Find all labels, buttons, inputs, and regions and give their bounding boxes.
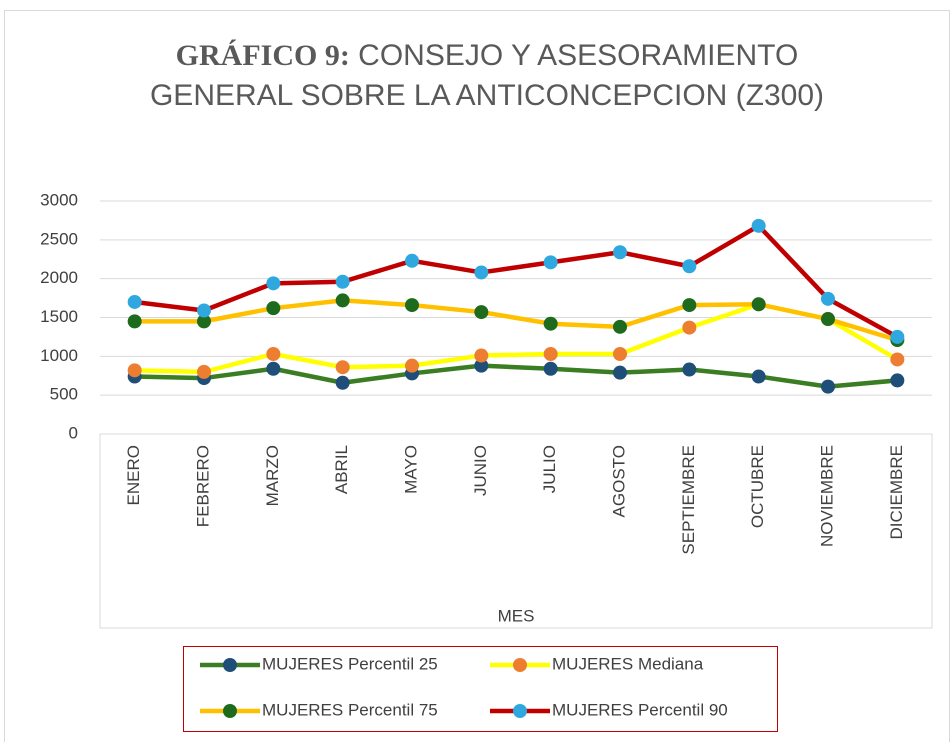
y-tick-label: 500: [50, 385, 78, 404]
series-line: [134, 223, 899, 339]
legend-label: MUJERES Mediana: [552, 654, 704, 673]
data-point: [474, 305, 489, 320]
x-tick-label: DICIEMBRE: [887, 445, 906, 539]
y-tick-label: 1000: [40, 346, 78, 365]
data-point: [890, 352, 905, 367]
data-point: [543, 347, 558, 362]
x-tick-label: JULIO: [540, 445, 559, 493]
data-point: [127, 363, 142, 378]
data-point: [266, 361, 281, 376]
data-point: [127, 314, 142, 329]
data-point: [543, 255, 558, 270]
data-point: [613, 319, 627, 334]
data-point: [335, 375, 350, 390]
chart-frame: [4, 10, 950, 742]
x-tick-label: JUNIO: [471, 445, 490, 496]
data-point: [821, 379, 835, 394]
data-point: [543, 316, 558, 331]
x-tick-label: MARZO: [263, 445, 282, 506]
data-point: [613, 245, 627, 260]
data-point: [127, 294, 142, 309]
data-point: [405, 298, 419, 313]
data-point: [474, 358, 489, 373]
data-point: [613, 347, 627, 362]
data-point: [335, 293, 350, 308]
data-point: [197, 303, 211, 318]
legend-marker: [223, 658, 237, 672]
y-tick-label: 3000: [40, 190, 78, 209]
data-point: [682, 320, 697, 335]
title-label: GRÁFICO 9:: [175, 39, 350, 72]
legend-label: MUJERES Percentil 75: [262, 700, 438, 719]
x-tick-label: OCTUBRE: [748, 445, 767, 528]
data-point: [335, 274, 350, 289]
data-point: [197, 364, 211, 379]
data-point: [474, 348, 489, 363]
x-tick-label: ENERO: [124, 445, 143, 505]
data-point: [682, 298, 697, 313]
data-point: [266, 301, 281, 316]
data-point: [543, 361, 558, 376]
data-point: [682, 259, 697, 274]
data-point: [751, 297, 766, 312]
x-tick-label: SEPTIEMBRE: [679, 445, 698, 555]
data-point: [266, 276, 281, 291]
series-line: [134, 363, 898, 389]
legend-label: MUJERES Percentil 90: [552, 700, 728, 719]
legend-marker: [223, 704, 237, 718]
series-line: [134, 298, 898, 343]
legend-marker: [513, 658, 527, 672]
title-text: CONSEJO Y ASESORAMIENTO GENERAL SOBRE LA…: [149, 39, 825, 112]
data-point: [821, 291, 835, 306]
legend-box: [183, 646, 778, 732]
data-point: [821, 312, 835, 327]
chart-title: GRÁFICO 9: CONSEJO Y ASESORAMIENTO GENER…: [137, 36, 837, 116]
data-point: [682, 362, 697, 377]
legend-marker: [513, 704, 527, 718]
data-point: [751, 218, 766, 233]
legend-label: MUJERES Percentil 25: [262, 654, 438, 673]
x-tick-label: ABRIL: [332, 445, 351, 494]
data-point: [890, 329, 905, 344]
x-tick-label: MAYO: [401, 445, 420, 494]
x-axis-title: MES: [498, 606, 535, 625]
data-point: [266, 347, 281, 362]
data-point: [613, 365, 627, 380]
data-point: [405, 358, 419, 373]
data-point: [335, 360, 350, 375]
data-point: [405, 253, 419, 268]
y-tick-label: 2000: [40, 268, 78, 287]
x-tick-label: FEBRERO: [193, 445, 212, 527]
x-tick-label: AGOSTO: [609, 445, 628, 517]
x-tick-label: NOVIEMBRE: [817, 445, 836, 547]
data-point: [197, 314, 211, 329]
data-point: [474, 265, 489, 280]
data-point: [890, 373, 905, 388]
y-tick-label: 2500: [40, 229, 78, 248]
y-tick-label: 0: [69, 423, 78, 442]
data-point: [751, 369, 766, 384]
y-tick-label: 1500: [40, 307, 78, 326]
